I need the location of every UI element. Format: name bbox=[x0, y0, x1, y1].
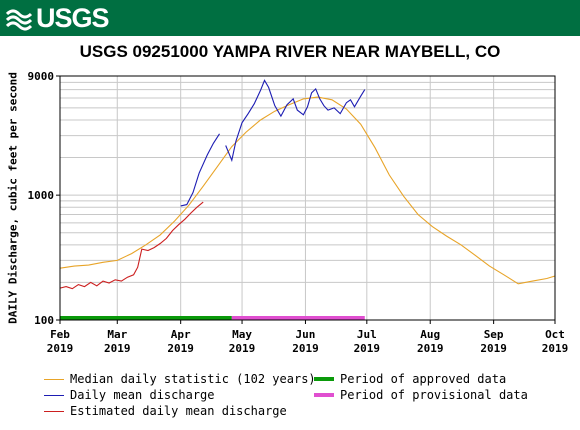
x-tick-month-3: May bbox=[232, 328, 252, 341]
usgs-logo[interactable]: USGS bbox=[6, 2, 110, 33]
legend-label-provisional: Period of provisional data bbox=[340, 388, 528, 402]
x-tick-labels: Feb2019Mar2019Apr2019May2019Jun2019Jul20… bbox=[47, 320, 569, 355]
legend-item-estimated: Estimated daily mean discharge bbox=[44, 404, 287, 418]
legend-label-estimated: Estimated daily mean discharge bbox=[70, 404, 287, 418]
x-tick-month-0: Feb bbox=[50, 328, 70, 341]
x-tick-year-2: 2019 bbox=[167, 342, 194, 355]
x-tick-month-7: Sep bbox=[484, 328, 504, 341]
grid-lines bbox=[59, 75, 556, 321]
x-tick-month-6: Aug bbox=[420, 328, 440, 341]
y-tick-label-0: 100 bbox=[34, 314, 54, 327]
legend-item-provisional: Period of provisional data bbox=[314, 388, 528, 402]
usgs-banner: USGS bbox=[0, 0, 580, 36]
x-tick-year-7: 2019 bbox=[480, 342, 507, 355]
x-tick-year-0: 2019 bbox=[47, 342, 74, 355]
x-tick-year-8: 2019 bbox=[542, 342, 569, 355]
y-tick-labels: 100 1000 9000 bbox=[28, 70, 60, 327]
x-tick-month-4: Jun bbox=[296, 328, 316, 341]
legend-swatch-estimated bbox=[44, 410, 64, 412]
x-tick-month-1: Mar bbox=[107, 328, 127, 341]
x-tick-year-1: 2019 bbox=[104, 342, 131, 355]
legend-swatch-daily-mean bbox=[44, 394, 64, 396]
x-tick-month-8: Oct bbox=[545, 328, 565, 341]
period-bar-0 bbox=[60, 316, 232, 320]
x-tick-year-3: 2019 bbox=[229, 342, 256, 355]
period-bars bbox=[60, 316, 365, 320]
series-line-0 bbox=[59, 96, 556, 285]
x-tick-year-6: 2019 bbox=[417, 342, 444, 355]
y-axis-label: DAILY Discharge, cubic feet per second bbox=[6, 72, 20, 324]
x-tick-month-5: Jul bbox=[357, 328, 377, 341]
legend-swatch-median bbox=[44, 378, 64, 380]
legend-label-daily-mean: Daily mean discharge bbox=[70, 388, 215, 402]
y-tick-label-2: 9000 bbox=[28, 70, 55, 83]
x-tick-year-4: 2019 bbox=[292, 342, 319, 355]
usgs-wave-icon bbox=[6, 9, 32, 31]
plot-frame bbox=[59, 75, 556, 321]
usgs-logo-text: USGS bbox=[36, 2, 110, 33]
chart-title: USGS 09251000 YAMPA RIVER NEAR MAYBELL, … bbox=[79, 42, 501, 61]
series-line-2 bbox=[59, 201, 204, 290]
x-tick-month-2: Apr bbox=[171, 328, 191, 341]
legend-swatch-approved bbox=[314, 377, 334, 381]
legend-label-approved: Period of approved data bbox=[340, 372, 507, 386]
x-tick-year-5: 2019 bbox=[354, 342, 381, 355]
series-line-1 bbox=[180, 79, 366, 207]
series-lines bbox=[59, 79, 556, 290]
y-tick-label-1: 1000 bbox=[28, 189, 55, 202]
legend: Median daily statistic (102 years) Daily… bbox=[0, 370, 580, 430]
legend-item-median: Median daily statistic (102 years) bbox=[44, 372, 316, 386]
legend-swatch-provisional bbox=[314, 393, 334, 397]
period-bar-1 bbox=[231, 316, 365, 320]
legend-item-approved: Period of approved data bbox=[314, 372, 506, 386]
legend-item-daily-mean: Daily mean discharge bbox=[44, 388, 215, 402]
legend-label-median: Median daily statistic (102 years) bbox=[70, 372, 316, 386]
